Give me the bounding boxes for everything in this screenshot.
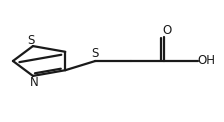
Text: S: S: [92, 47, 99, 60]
Text: N: N: [30, 76, 39, 89]
Text: OH: OH: [198, 55, 216, 67]
Text: O: O: [162, 24, 172, 37]
Text: S: S: [27, 34, 34, 47]
